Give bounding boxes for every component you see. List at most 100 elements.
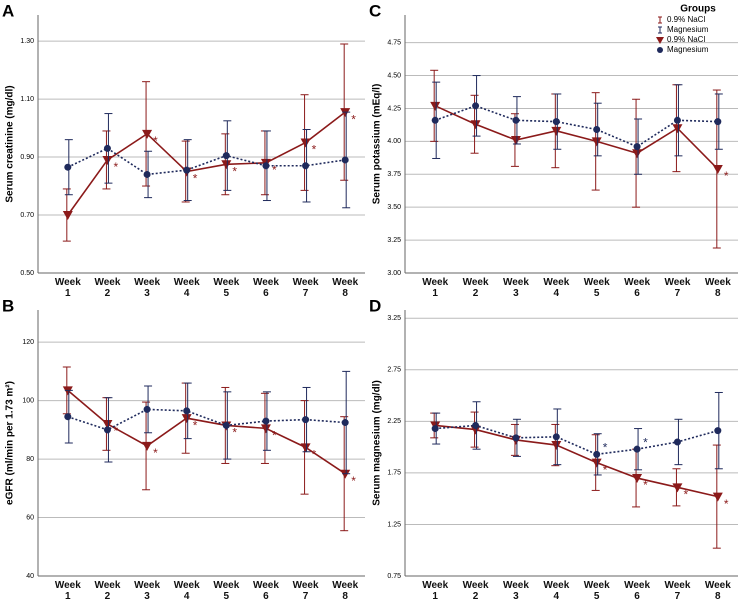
data-point [591, 137, 602, 147]
data-point [103, 144, 111, 152]
y-tick-label: 60 [26, 514, 34, 521]
data-point [593, 450, 601, 458]
y-tick-label: 3.00 [387, 270, 401, 277]
data-point [222, 421, 230, 429]
x-tick-label: Week 6 [252, 277, 279, 299]
panel-label: A [2, 1, 14, 20]
series-line [67, 408, 346, 431]
x-tick-label: Week 7 [664, 580, 691, 599]
data-point [302, 416, 310, 424]
y-tick-label: 0.50 [20, 270, 34, 277]
y-axis-title: Serum potassium (mEq/l) [372, 84, 383, 205]
data-point [591, 458, 602, 468]
legend-marker [656, 37, 664, 44]
series-line [67, 147, 346, 176]
data-point [712, 165, 723, 175]
data-point [183, 407, 191, 415]
significance-note: * [643, 435, 648, 449]
data-point [472, 421, 480, 429]
x-tick-label: Week 5 [583, 277, 610, 299]
data-point [672, 483, 683, 493]
x-tick-label: Week 1 [422, 277, 449, 299]
data-point [633, 143, 641, 151]
series-line [435, 424, 719, 456]
y-tick-label: 0.75 [387, 573, 401, 580]
series-line [67, 389, 346, 475]
x-tick-label: Week 3 [502, 580, 529, 599]
series-line [435, 424, 718, 498]
y-tick-label: 3.50 [387, 204, 401, 211]
significance-note: * [153, 446, 158, 460]
significance-note: * [193, 418, 198, 432]
x-tick-label: Week 4 [543, 580, 570, 599]
y-tick-label: 4.00 [387, 138, 401, 145]
significance-note: * [312, 143, 317, 157]
data-point [103, 426, 111, 434]
y-tick-label: 2.25 [387, 418, 401, 425]
significance-note: * [683, 488, 688, 502]
y-tick-label: 100 [22, 397, 34, 404]
data-point [512, 434, 520, 442]
x-tick-label: Week 5 [213, 580, 240, 599]
x-tick-label: Week 7 [292, 277, 319, 299]
legend-marker [657, 47, 663, 53]
x-tick-label: Week 5 [213, 277, 240, 299]
data-point [673, 438, 681, 446]
y-tick-label: 1.25 [387, 521, 401, 528]
significance-note: * [113, 160, 118, 174]
data-point [102, 420, 113, 429]
x-tick-label: Week 1 [422, 580, 449, 599]
data-point [222, 152, 230, 160]
data-point [672, 124, 683, 134]
x-tick-label: Week 2 [462, 580, 489, 599]
x-tick-label: Week 1 [54, 580, 81, 599]
y-tick-label: 40 [26, 573, 34, 580]
data-point [64, 163, 72, 171]
x-tick-label: Week 2 [94, 580, 121, 599]
x-tick-label: Week 2 [94, 277, 121, 299]
data-point [221, 160, 232, 170]
significance-note: * [232, 426, 237, 440]
panel-label: B [2, 296, 14, 315]
y-tick-label: 1.30 [20, 38, 34, 45]
data-point [472, 102, 480, 110]
y-tick-label: 80 [26, 456, 34, 463]
data-point [181, 414, 192, 424]
legend-label: Magnesium [667, 25, 709, 34]
data-point [552, 118, 560, 126]
data-point [673, 116, 681, 124]
panel-label: D [369, 296, 381, 315]
y-tick-label: 3.75 [387, 171, 401, 178]
data-point [431, 425, 439, 433]
y-axis-title: Serum creatinine (mg/dl) [5, 85, 16, 202]
data-point [714, 118, 722, 126]
y-tick-label: 120 [22, 339, 34, 346]
significance-note: * [113, 424, 118, 438]
x-tick-label: Week 4 [173, 580, 200, 599]
data-point [632, 474, 643, 484]
data-point [551, 126, 562, 136]
data-point [552, 433, 560, 441]
data-point [632, 149, 643, 159]
y-tick-label: 4.25 [387, 105, 401, 112]
y-tick-label: 0.70 [20, 212, 34, 219]
data-point [142, 129, 153, 139]
significance-note: * [603, 441, 608, 455]
data-point [714, 427, 722, 435]
data-point [300, 138, 311, 148]
y-tick-label: 2.75 [387, 367, 401, 374]
significance-note: * [153, 134, 158, 148]
x-tick-label: Week 4 [173, 277, 200, 299]
x-tick-label: Week 8 [704, 580, 731, 599]
x-tick-label: Week 6 [624, 580, 651, 599]
legend-label: 0.9% NaCl [667, 35, 705, 44]
x-tick-label: Week 3 [134, 580, 161, 599]
y-tick-label: 3.25 [387, 237, 401, 244]
data-point [341, 156, 349, 164]
data-point [510, 136, 521, 146]
data-point [430, 101, 441, 111]
significance-note: * [643, 478, 648, 492]
panel-label: C [369, 1, 381, 20]
